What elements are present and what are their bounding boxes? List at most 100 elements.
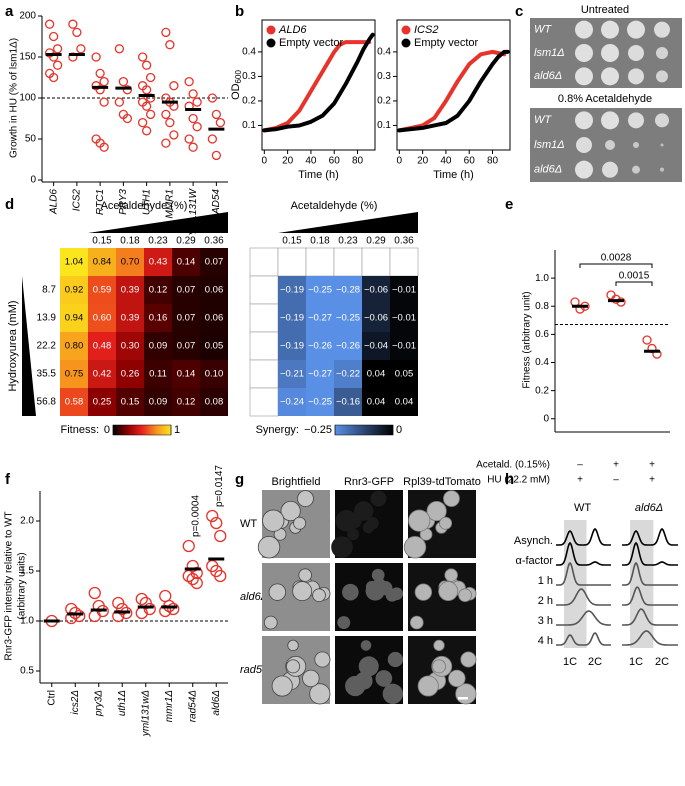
x-tick-label: 0.23 bbox=[338, 236, 358, 247]
data-point bbox=[52, 44, 63, 54]
cell bbox=[314, 651, 331, 668]
data-line bbox=[262, 32, 375, 133]
y-tick-label: 0.4 bbox=[377, 47, 391, 58]
cell bbox=[375, 670, 393, 687]
data-point bbox=[211, 109, 222, 120]
cell-label: 0.42 bbox=[93, 369, 112, 380]
y-axis-label-subscript: 600 bbox=[234, 70, 243, 84]
cell-label: 0.75 bbox=[65, 369, 84, 380]
data-point bbox=[48, 31, 59, 42]
legend-label: Empty vector bbox=[279, 37, 344, 49]
cell-label: 0.07 bbox=[177, 341, 196, 352]
y-tick-label: 50 bbox=[25, 134, 37, 145]
heatmap-cell bbox=[116, 304, 144, 332]
colony-spot bbox=[575, 67, 593, 86]
heatmap-cell bbox=[88, 304, 116, 332]
data-point bbox=[192, 122, 202, 132]
cell bbox=[280, 500, 301, 522]
cell-label: 0.59 bbox=[93, 285, 112, 296]
y-tick-label: 0.1 bbox=[242, 120, 256, 131]
cell-label: 0.15 bbox=[121, 397, 140, 408]
legend-marker bbox=[266, 25, 276, 35]
condition-mark: – bbox=[613, 475, 619, 486]
x-tick-label: 60 bbox=[329, 156, 341, 167]
data-point bbox=[122, 113, 133, 124]
cell-label: 0.14 bbox=[177, 257, 196, 268]
colony-spot bbox=[627, 20, 645, 39]
x-axis-label: Acetaldehyde (%) bbox=[291, 200, 378, 212]
heatmap-cell bbox=[200, 276, 228, 304]
data-point bbox=[169, 81, 179, 91]
heatmap-cell bbox=[60, 276, 88, 304]
empty-cell bbox=[249, 275, 279, 305]
data-point bbox=[606, 290, 616, 300]
colony-spot bbox=[601, 111, 619, 130]
cell-label: −0.26 bbox=[308, 341, 332, 352]
cell-label: 0.04 bbox=[367, 369, 386, 380]
x-tick-label: ald6Δ bbox=[211, 690, 222, 716]
cell bbox=[433, 639, 445, 652]
histogram-curve bbox=[622, 586, 678, 606]
y-tick-label: 0.1 bbox=[377, 120, 391, 131]
panel-letter: f bbox=[5, 471, 11, 488]
heatmap-cell bbox=[172, 360, 200, 388]
cell-label: −0.19 bbox=[280, 313, 304, 324]
row-label: 2 h bbox=[538, 595, 553, 607]
histogram-curve bbox=[556, 527, 611, 546]
x-tick-label: 0.23 bbox=[148, 236, 168, 247]
cell-label: 0.94 bbox=[65, 313, 84, 324]
cell-label: −0.21 bbox=[280, 369, 304, 380]
strain-label: WT bbox=[534, 24, 552, 36]
colony-spot bbox=[654, 21, 670, 38]
histogram-curve bbox=[622, 608, 678, 626]
data-point bbox=[99, 97, 109, 107]
x-tick-label: 0 bbox=[262, 156, 268, 167]
histogram-curve bbox=[556, 561, 611, 586]
cell bbox=[409, 615, 424, 630]
empty-cell bbox=[249, 387, 279, 417]
cell bbox=[426, 500, 447, 522]
y-tick-label: 0.4 bbox=[242, 47, 256, 58]
colony-spot bbox=[628, 68, 644, 85]
heatmap-cell bbox=[200, 360, 228, 388]
cell-label: −0.06 bbox=[364, 313, 388, 324]
heatmap-cell bbox=[60, 248, 88, 276]
strain-label: ald6Δ bbox=[534, 164, 562, 176]
cell bbox=[297, 490, 314, 507]
cell-label: 0.11 bbox=[149, 369, 167, 380]
legend-label: ALD6 bbox=[278, 24, 307, 36]
heatmap-cell bbox=[60, 360, 88, 388]
bracket bbox=[579, 263, 653, 268]
colorbar-tick-label: −0.25 bbox=[304, 424, 332, 436]
heatmap-cell bbox=[306, 388, 334, 416]
data-point bbox=[214, 529, 227, 543]
cell-label: −0.24 bbox=[280, 397, 304, 408]
cell-label: −0.01 bbox=[392, 341, 416, 352]
data-point bbox=[207, 134, 218, 144]
x-tick-label: ICS2 bbox=[72, 189, 83, 212]
heatmap-cell bbox=[278, 276, 306, 304]
y-axis-label: Rnr3-GFP intensity relative to WT bbox=[4, 511, 15, 660]
data-point bbox=[167, 602, 180, 616]
x-tick-label: 0.29 bbox=[366, 236, 386, 247]
cell-label: 0.39 bbox=[121, 285, 140, 296]
section-title: 0.8% Acetaldehyde bbox=[558, 93, 652, 105]
cell bbox=[365, 581, 385, 601]
cell bbox=[387, 651, 403, 668]
x-tick-label: 20 bbox=[282, 156, 294, 167]
dose-wedge bbox=[22, 276, 36, 416]
panel-letter: g bbox=[235, 471, 244, 488]
x-label: 1C bbox=[563, 656, 577, 668]
y-tick-label: 0.2 bbox=[377, 96, 391, 107]
data-point bbox=[72, 27, 82, 38]
cell bbox=[382, 683, 403, 705]
heatmap-cell bbox=[334, 388, 362, 416]
cell bbox=[403, 535, 427, 559]
heatmap-cell bbox=[60, 304, 88, 332]
legend-marker bbox=[401, 38, 411, 48]
row-label: 3 h bbox=[538, 615, 553, 627]
data-point bbox=[44, 19, 55, 29]
data-point bbox=[161, 27, 171, 38]
x-tick-label: MMR1 bbox=[165, 189, 176, 218]
x-tick-label: Ctrl bbox=[46, 690, 57, 706]
